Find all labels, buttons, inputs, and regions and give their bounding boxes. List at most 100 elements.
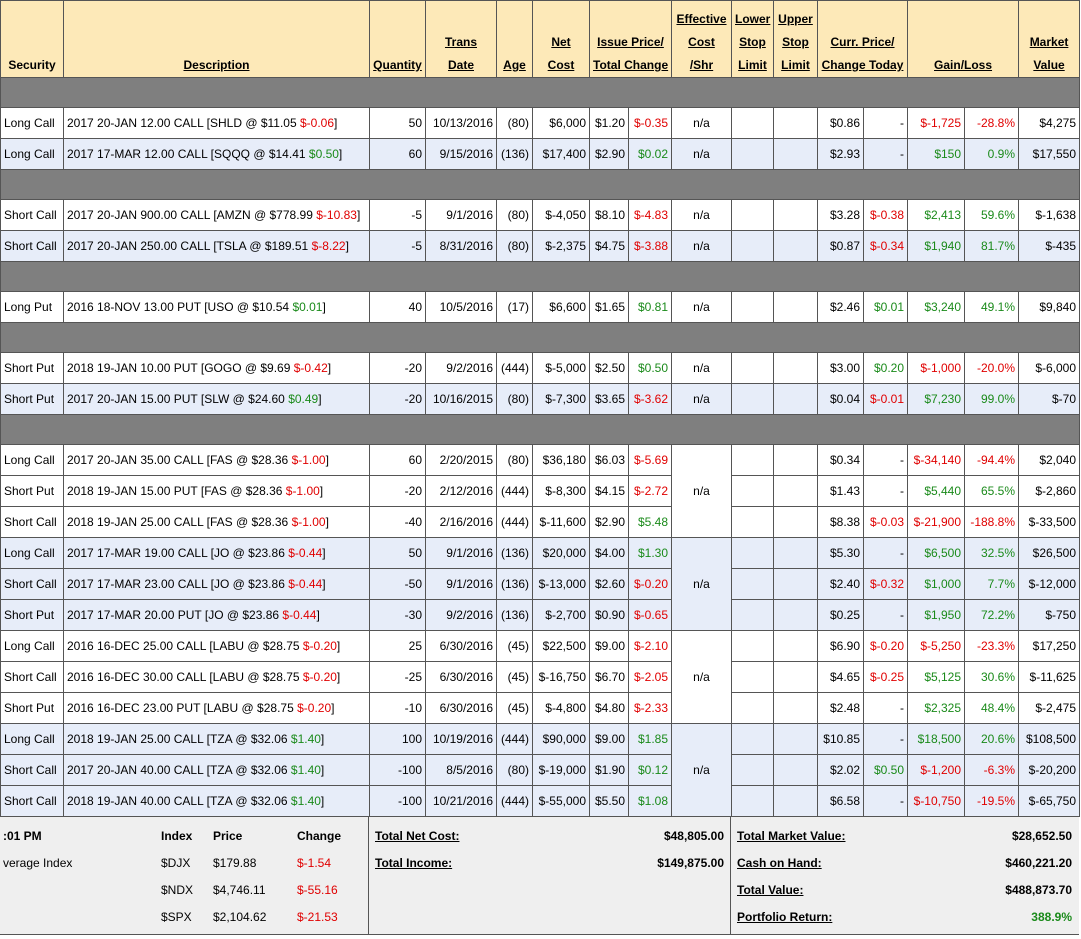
issue-price: $1.20 — [589, 107, 629, 139]
gain-pct: 99.0% — [964, 383, 1020, 415]
lower-stop — [731, 723, 774, 755]
header-text: Age — [503, 58, 526, 72]
security: Short Call — [0, 506, 64, 538]
net-cost: $-4,800 — [532, 692, 590, 724]
age: (444) — [496, 352, 533, 384]
age: (80) — [496, 444, 533, 476]
date: 2/12/2016 — [425, 475, 497, 507]
net-cost: $22,500 — [532, 630, 590, 662]
age: (17) — [496, 291, 533, 323]
change-today: - — [862, 138, 909, 170]
position-row: Short Call 2017 20-JAN 40.00 CALL [TZA @ … — [0, 754, 1081, 786]
total-change: $-3.62 — [628, 383, 672, 415]
net-cost: $20,000 — [532, 537, 590, 569]
upper-stop — [773, 537, 818, 569]
total-change: $0.81 — [628, 291, 672, 323]
upper-stop — [773, 754, 818, 786]
position-row: Long Call 2017 17-MAR 19.00 CALL [JO @ $2… — [0, 537, 1081, 631]
underlying-change: $-0.44 — [288, 546, 323, 560]
gain-pct: 72.2% — [964, 599, 1020, 631]
lower-stop — [731, 230, 774, 262]
total-change: $-0.35 — [628, 107, 672, 139]
date: 6/30/2016 — [425, 661, 497, 693]
column-header: Upper Stop Limit — [773, 0, 818, 78]
date: 6/30/2016 — [425, 630, 497, 662]
underlying-change: $-0.42 — [293, 361, 328, 375]
net-cost: $-55,000 — [532, 785, 590, 817]
position-row: Short Call 2017 20-JAN 900.00 CALL [AMZN … — [0, 199, 1081, 231]
gain-pct: -94.4% — [964, 444, 1020, 476]
date: 6/30/2016 — [425, 692, 497, 724]
column-header: Curr. Price/Change Today — [816, 0, 909, 78]
change-today: $-0.03 — [862, 506, 909, 538]
net-cost: $17,400 — [532, 138, 590, 170]
description-text: ] — [345, 239, 349, 253]
effective-cost: n/a — [671, 230, 732, 262]
age: (45) — [496, 630, 533, 662]
position-row: Long Call 2016 16-DEC 25.00 CALL [LABU @ … — [0, 630, 1081, 724]
effective-cost: n/a — [671, 138, 732, 170]
quantity: 50 — [369, 537, 426, 569]
effective-cost: n/a — [671, 352, 732, 384]
upper-stop — [773, 475, 818, 507]
description: 2016 16-DEC 25.00 CALL [LABU @ $28.75 $-… — [63, 630, 370, 662]
description: 2017 17-MAR 12.00 CALL [SQQQ @ $14.41 $0… — [63, 138, 370, 170]
description-text: ] — [336, 639, 341, 653]
market-value: $-6,000 — [1018, 352, 1081, 384]
security: Short Call — [0, 661, 64, 693]
header-text: Total Change — [593, 58, 669, 72]
age: (80) — [496, 383, 533, 415]
change-today: $0.50 — [862, 754, 909, 786]
price: $6.58 — [817, 785, 864, 817]
effective-cost: n/a — [671, 723, 732, 817]
date: 2/16/2016 — [425, 506, 497, 538]
underlying-change: $0.50 — [308, 147, 339, 161]
description-text: ] — [316, 608, 320, 622]
description: 2017 20-JAN 900.00 CALL [AMZN @ $778.99 … — [63, 199, 370, 231]
total-change: $0.12 — [628, 754, 672, 786]
net-cost: $-7,300 — [532, 383, 590, 415]
issue-price: $4.75 — [589, 230, 629, 262]
price: $2.02 — [817, 754, 864, 786]
gain-pct: -19.5% — [964, 785, 1020, 817]
gain-pct: 81.7% — [964, 230, 1020, 262]
description: 2017 20-JAN 12.00 CALL [SHLD @ $11.05 $-… — [63, 107, 370, 139]
index-cell: $179.88 — [213, 856, 257, 870]
header-text: Security — [8, 58, 56, 72]
description-text: ] — [325, 515, 329, 529]
underlying-change: $-0.20 — [297, 701, 332, 715]
price: $3.00 — [817, 352, 864, 384]
issue-price: $1.65 — [589, 291, 629, 323]
effective-cost: n/a — [671, 291, 732, 323]
description: 2017 20-JAN 35.00 CALL [FAS @ $28.36 $-1… — [63, 444, 370, 476]
market-value: $-12,000 — [1018, 568, 1081, 600]
quantity: 60 — [369, 138, 426, 170]
change-today: $-0.20 — [862, 630, 909, 662]
separator — [0, 414, 1081, 445]
underlying-change: $-1.00 — [291, 515, 326, 529]
column-header: Age — [496, 0, 533, 78]
underlying-change: $-1.00 — [285, 484, 320, 498]
security: Short Put — [0, 475, 64, 507]
separator — [0, 77, 1081, 108]
lower-stop — [731, 506, 774, 538]
separator — [0, 322, 1081, 353]
total-change: $-3.88 — [628, 230, 672, 262]
gain-loss: $1,950 — [907, 599, 966, 631]
header-text: Net — [551, 35, 571, 49]
lower-stop — [731, 599, 774, 631]
market-value: $4,275 — [1018, 107, 1081, 139]
net-cost: $-8,300 — [532, 475, 590, 507]
description-text: ] — [327, 361, 332, 375]
column-header: Market Value — [1018, 0, 1081, 78]
total-change: $5.48 — [628, 506, 672, 538]
description: 2017 17-MAR 19.00 CALL [JO @ $23.86 $-0.… — [63, 537, 370, 569]
description-text: ] — [331, 701, 335, 715]
description-text: 2018 19-JAN 25.00 CALL [TZA @ $32.06 — [67, 732, 288, 746]
lower-stop — [731, 352, 774, 384]
index-cell: $SPX — [161, 910, 192, 924]
gain-loss: $-10,750 — [907, 785, 966, 817]
lower-stop — [731, 754, 774, 786]
date: 2/20/2015 — [425, 444, 497, 476]
upper-stop — [773, 506, 818, 538]
